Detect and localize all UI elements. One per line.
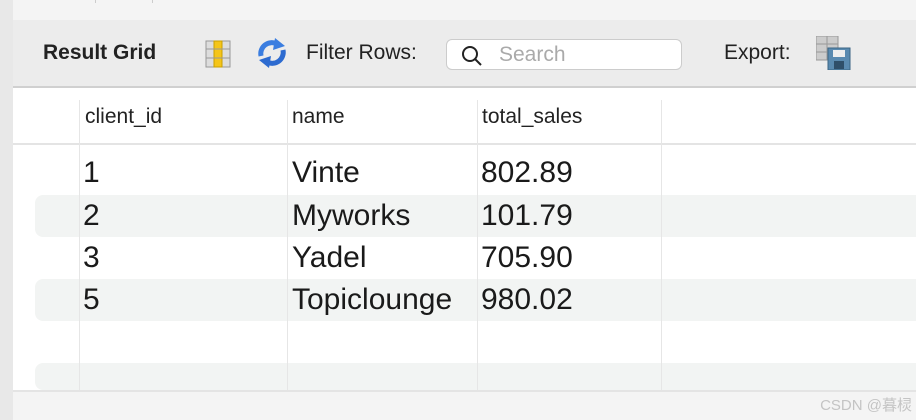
column-header-name[interactable]: name [292,105,345,128]
grid-header: client_id name total_sales [13,88,916,145]
cell-total-sales[interactable]: 802.89 [481,156,573,189]
left-panel-edge [0,0,13,420]
column-toggle-icon[interactable] [205,40,231,68]
search-icon [462,46,482,66]
cell-name[interactable]: Yadel [292,241,367,274]
export-icon[interactable] [816,36,852,70]
column-header-client-id[interactable]: client_id [85,105,163,128]
divider [95,0,96,3]
result-toolbar: Result Grid Filter Rows: Search Export: [13,20,916,88]
empty-row[interactable] [35,321,916,363]
table-row[interactable]: 2 Myworks 101.79 [35,195,916,237]
cell-client-id[interactable]: 5 [83,283,100,316]
cell-client-id[interactable]: 3 [83,241,100,274]
column-header-total-sales[interactable]: total_sales [482,105,583,128]
cell-client-id[interactable]: 2 [83,199,100,232]
search-input[interactable]: Search [446,39,682,70]
column-divider [287,100,288,390]
table-row[interactable]: 3 Yadel 705.90 [35,237,916,279]
divider [152,0,153,3]
cell-client-id[interactable]: 1 [83,156,100,189]
search-placeholder: Search [499,43,566,66]
cell-name[interactable]: Myworks [292,199,411,232]
cell-total-sales[interactable]: 101.79 [481,199,573,232]
watermark: CSDN @暮棂 [820,397,912,414]
cell-name[interactable]: Vinte [292,156,360,189]
cell-name[interactable]: Topiclounge [292,283,453,316]
refresh-icon[interactable] [255,38,289,68]
top-bar [13,0,916,20]
cell-total-sales[interactable]: 705.90 [481,241,573,274]
table-row[interactable]: 5 Topiclounge 980.02 [35,279,916,321]
filter-rows-label: Filter Rows: [306,41,417,64]
empty-row[interactable] [35,363,916,390]
column-divider [79,100,80,390]
column-divider [661,100,662,390]
status-bar: CSDN @暮棂 [13,390,916,420]
table-row[interactable]: 1 Vinte 802.89 [35,152,916,194]
result-grid-title: Result Grid [43,41,157,64]
export-label: Export: [724,41,791,64]
column-divider [477,100,478,390]
cell-total-sales[interactable]: 980.02 [481,283,573,316]
